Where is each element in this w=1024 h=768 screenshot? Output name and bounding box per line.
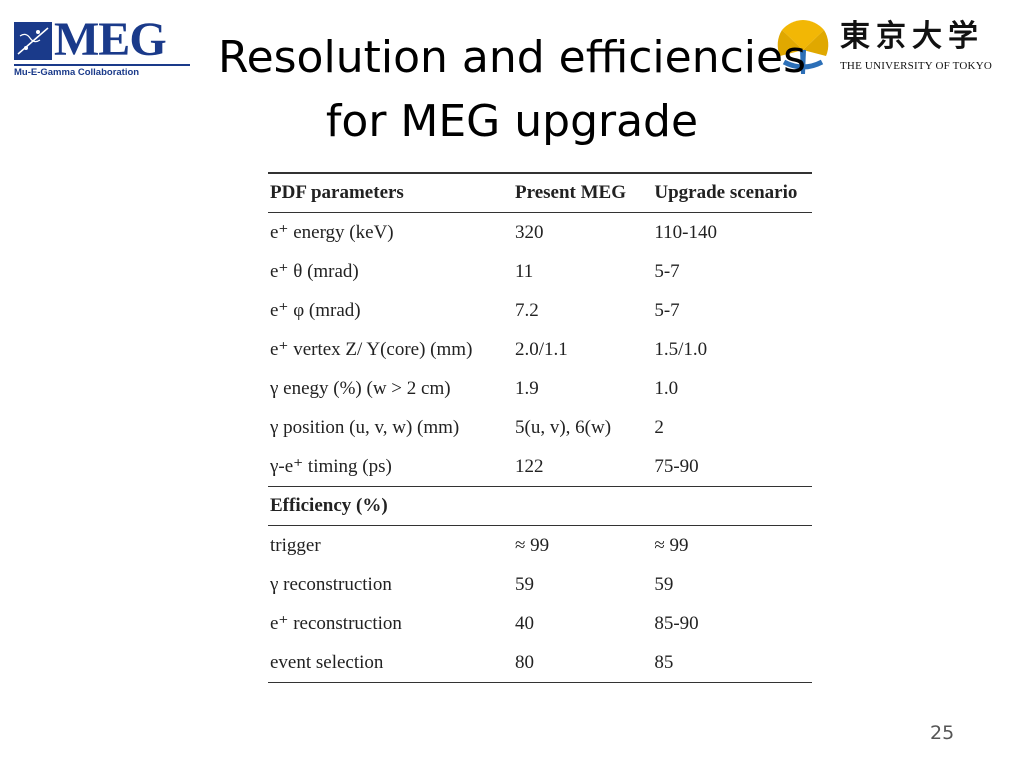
table-cell: e⁺ φ (mrad) <box>270 300 361 321</box>
table-cell: 1.9 <box>515 377 539 399</box>
title-line-1: Resolution and efficiencies <box>217 32 807 83</box>
table-row: e⁺ φ (mrad) 7.2 5-7 <box>268 291 812 330</box>
table-cell: 122 <box>515 455 544 477</box>
table-cell: 11 <box>515 260 534 282</box>
table-cell: e⁺ vertex Z/ Y(core) (mm) <box>270 339 473 360</box>
table-cell: 1.5/1.0 <box>654 338 708 360</box>
column-header: Present MEG <box>515 182 626 203</box>
table-row: γ position (u, v, w) (mm) 5(u, v), 6(w) … <box>268 408 812 447</box>
table-cell: 80 <box>515 651 534 673</box>
table-cell: ≈ 99 <box>515 534 550 556</box>
section-label: Efficiency (%) <box>270 495 388 516</box>
column-header: Upgrade scenario <box>654 182 798 203</box>
university-of-tokyo-logo: 東京大学 THE UNIVERSITY OF TOKYO <box>774 16 1006 78</box>
table-cell: 5-7 <box>654 299 680 321</box>
table-row: e⁺ vertex Z/ Y(core) (mm) 2.0/1.1 1.5/1.… <box>268 330 812 369</box>
table-cell: γ reconstruction <box>270 573 392 595</box>
table-cell: 110-140 <box>654 221 717 243</box>
table-cell: 85-90 <box>654 612 699 634</box>
table-row: event selection 80 85 <box>268 643 812 683</box>
table-cell: 7.2 <box>515 299 539 321</box>
page-number: 25 <box>930 722 955 744</box>
table-cell: ≈ 99 <box>654 534 689 556</box>
table-cell: event selection <box>270 651 384 673</box>
table-row: e⁺ energy (keV) 320 110-140 <box>268 213 812 253</box>
table-cell: γ-e⁺ timing (ps) <box>270 456 392 477</box>
table-cell: 85 <box>654 651 674 673</box>
table-cell: trigger <box>270 534 321 556</box>
table-cell: 5-7 <box>654 260 680 282</box>
meg-logo-subtitle: Mu-E-Gamma Collaboration <box>14 64 190 78</box>
meg-logo: MEG Mu-E-Gamma Collaboration <box>14 13 190 78</box>
table-cell: 2.0/1.1 <box>515 338 568 360</box>
table-row: γ enegy (%) (w > 2 cm) 1.9 1.0 <box>268 369 812 408</box>
title-line-2: for MEG upgrade <box>325 96 699 147</box>
table-cell: 40 <box>515 612 534 634</box>
table-cell: 5(u, v), 6(w) <box>515 416 612 438</box>
table-cell: e⁺ θ (mrad) <box>270 261 359 282</box>
table-row: e⁺ reconstruction 40 85-90 <box>268 604 812 643</box>
slide-title: Resolution and efficiencies for MEG upgr… <box>180 26 844 154</box>
resolution-table: PDF parameters Present MEG Upgrade scena… <box>268 172 812 683</box>
table-cell: 59 <box>654 573 674 595</box>
ut-ginkgo-icon <box>777 20 829 74</box>
table-cell: 59 <box>515 573 534 595</box>
table-row: trigger ≈ 99 ≈ 99 <box>268 526 812 566</box>
table-row: γ reconstruction 59 59 <box>268 565 812 604</box>
table-cell: e⁺ energy (keV) <box>270 222 394 243</box>
table-cell: 2 <box>654 416 664 438</box>
table-row: γ-e⁺ timing (ps) 122 75-90 <box>268 447 812 487</box>
ut-logo-text: THE UNIVERSITY OF TOKYO <box>840 60 992 72</box>
ut-logo-kanji: 東京大学 <box>840 19 984 54</box>
meg-logo-text: MEG <box>54 13 167 66</box>
table-cell: 1.0 <box>654 377 679 399</box>
efficiency-section-header: Efficiency (%) <box>268 487 812 526</box>
table-header-row: PDF parameters Present MEG Upgrade scena… <box>268 173 812 213</box>
table-cell: γ enegy (%) (w > 2 cm) <box>270 377 451 399</box>
table-cell: γ position (u, v, w) (mm) <box>270 416 460 438</box>
table-cell: e⁺ reconstruction <box>270 613 402 634</box>
table-cell: 320 <box>515 221 544 243</box>
column-header: PDF parameters <box>270 182 404 203</box>
table-row: e⁺ θ (mrad) 11 5-7 <box>268 252 812 291</box>
meg-emblem-icon <box>14 22 52 60</box>
table-cell: 75-90 <box>654 455 699 477</box>
